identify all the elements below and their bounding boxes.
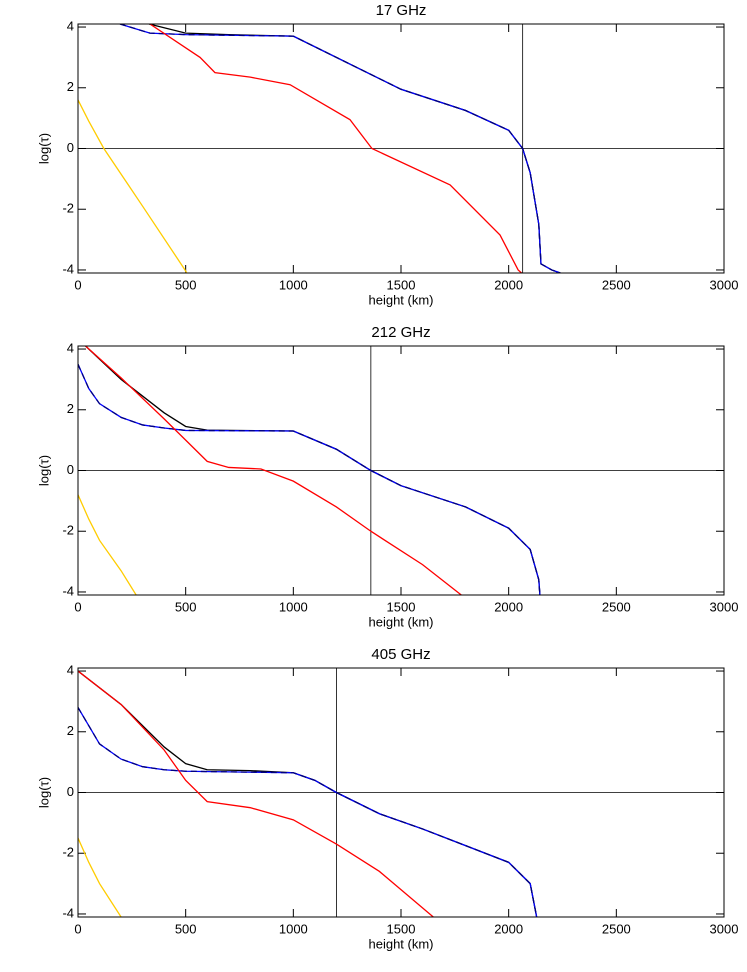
- plot-frame: [77, 667, 725, 918]
- y-axis-label: log(τ): [36, 777, 51, 808]
- x-tick-label: 2500: [602, 599, 631, 614]
- x-tick-label: 0: [74, 277, 81, 292]
- x-tick-label: 2500: [602, 277, 631, 292]
- y-tick-label: -4: [62, 583, 74, 598]
- series-line: [85, 346, 462, 595]
- y-tick-label: -2: [62, 845, 74, 860]
- series-line: [78, 99, 188, 273]
- x-tick-label: 1500: [387, 277, 416, 292]
- chart-title: 17 GHz: [376, 2, 427, 19]
- y-tick-label: 0: [67, 462, 74, 477]
- y-axis-label: log(τ): [36, 133, 51, 164]
- x-tick-label: 2500: [602, 921, 631, 936]
- series-line: [78, 363, 541, 595]
- series-line: [78, 363, 541, 595]
- x-tick-label: 500: [175, 599, 197, 614]
- x-tick-label: 0: [74, 921, 81, 936]
- plot-frame: [77, 23, 725, 274]
- series-line: [78, 837, 122, 917]
- chart-title: 405 GHz: [371, 646, 430, 663]
- y-tick-label: -4: [62, 261, 74, 276]
- y-axis-label: log(τ): [36, 455, 51, 486]
- x-axis-label: height (km): [368, 614, 433, 629]
- series-line: [78, 494, 137, 595]
- x-tick-label: 1500: [387, 599, 416, 614]
- x-tick-label: 500: [175, 921, 197, 936]
- x-tick-label: 1000: [279, 599, 308, 614]
- x-tick-label: 2000: [494, 277, 523, 292]
- y-tick-label: 0: [67, 784, 74, 799]
- series-line: [78, 707, 538, 917]
- y-tick-label: 4: [67, 662, 74, 677]
- x-tick-label: 500: [175, 277, 197, 292]
- x-tick-label: 1500: [387, 921, 416, 936]
- y-tick-label: 2: [67, 723, 74, 738]
- series-line: [149, 24, 523, 273]
- y-tick-label: 4: [67, 18, 74, 33]
- y-tick-label: -2: [62, 523, 74, 538]
- series-line: [78, 707, 538, 917]
- chart-title: 212 GHz: [371, 324, 430, 341]
- x-tick-label: 2000: [494, 599, 523, 614]
- series-line: [119, 24, 561, 273]
- y-tick-label: -2: [62, 201, 74, 216]
- x-tick-label: 3000: [710, 599, 739, 614]
- x-tick-label: 1000: [279, 921, 308, 936]
- y-tick-label: 2: [67, 79, 74, 94]
- y-tick-label: -4: [62, 905, 74, 920]
- x-tick-label: 0: [74, 599, 81, 614]
- x-tick-label: 1000: [279, 277, 308, 292]
- plot-frame: [77, 345, 725, 596]
- y-tick-label: 0: [67, 140, 74, 155]
- series-line: [78, 670, 434, 917]
- series-line: [78, 670, 538, 917]
- y-tick-label: 2: [67, 401, 74, 416]
- x-tick-label: 3000: [710, 277, 739, 292]
- y-tick-label: 4: [67, 340, 74, 355]
- x-axis-label: height (km): [368, 936, 433, 951]
- x-tick-label: 3000: [710, 921, 739, 936]
- x-axis-label: height (km): [368, 292, 433, 307]
- x-tick-label: 2000: [494, 921, 523, 936]
